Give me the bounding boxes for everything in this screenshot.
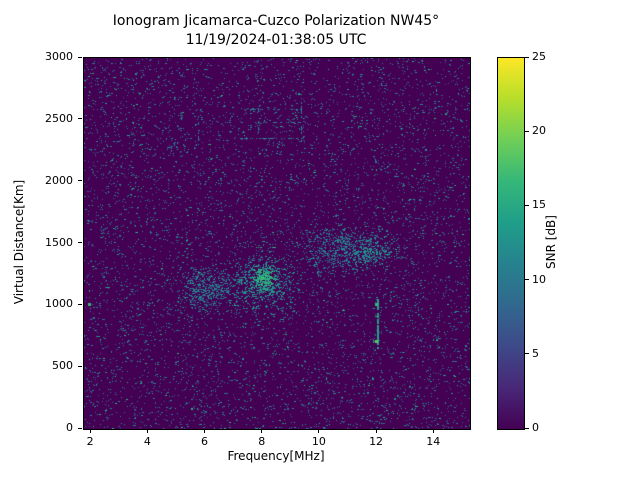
colorbar-label: SNR [dB] <box>544 215 558 269</box>
colorbar-tick-mark <box>525 279 529 281</box>
colorbar-tick-label: 0 <box>532 421 539 434</box>
y-tick-mark <box>78 303 82 305</box>
y-tick-label: 1500 <box>45 235 73 249</box>
x-tick-mark <box>432 429 434 433</box>
colorbar <box>497 57 525 430</box>
y-tick-mark <box>78 242 82 243</box>
x-tick-label: 2 <box>86 435 94 448</box>
chart-title: Ionogram Jicamarca-Cuzco Polarization NW… <box>112 13 440 29</box>
colorbar-tick-mark <box>525 130 529 132</box>
y-tick-label: 2500 <box>45 111 73 125</box>
x-tick-mark <box>89 429 91 433</box>
y-tick-label: 3000 <box>45 50 73 63</box>
x-tick-label: 10 <box>311 435 326 448</box>
x-tick-label: 14 <box>426 435 441 448</box>
y-tick-label: 2000 <box>45 173 73 187</box>
y-tick-mark <box>78 180 82 182</box>
x-tick-label: 4 <box>143 435 151 448</box>
x-tick-mark <box>318 429 320 433</box>
plot-area <box>83 57 471 430</box>
colorbar-tick-mark <box>525 427 529 429</box>
x-tick-label: 8 <box>258 435 266 448</box>
colorbar-tick-mark <box>525 353 529 355</box>
colorbar-tick-label: 5 <box>532 346 539 360</box>
heatmap-canvas <box>84 58 470 429</box>
colorbar-tick-label: 10 <box>532 272 546 286</box>
y-tick-mark <box>78 56 82 58</box>
x-tick-mark <box>261 429 263 433</box>
colorbar-tick-mark <box>525 56 529 58</box>
y-tick-label: 1000 <box>45 297 73 311</box>
colorbar-tick-label: 20 <box>532 124 546 138</box>
x-axis-label: Frequency[MHz] <box>227 449 325 463</box>
x-tick-mark <box>204 429 206 433</box>
chart-subtitle: 11/19/2024-01:38:05 UTC <box>185 32 367 48</box>
x-tick-mark <box>375 429 377 433</box>
colorbar-gradient <box>498 58 524 429</box>
y-tick-mark <box>78 118 82 120</box>
y-tick-label: 500 <box>52 359 73 373</box>
y-tick-mark <box>78 365 82 367</box>
y-tick-mark <box>78 427 82 429</box>
x-tick-label: 6 <box>201 435 209 448</box>
y-tick-label: 0 <box>66 421 73 434</box>
colorbar-tick-label: 25 <box>532 50 546 63</box>
chart-title-block: Ionogram Jicamarca-Cuzco Polarization NW… <box>83 12 469 50</box>
colorbar-tick-mark <box>525 204 529 206</box>
x-tick-label: 12 <box>369 435 384 448</box>
x-tick-mark <box>146 429 148 433</box>
colorbar-tick-label: 15 <box>532 198 546 212</box>
